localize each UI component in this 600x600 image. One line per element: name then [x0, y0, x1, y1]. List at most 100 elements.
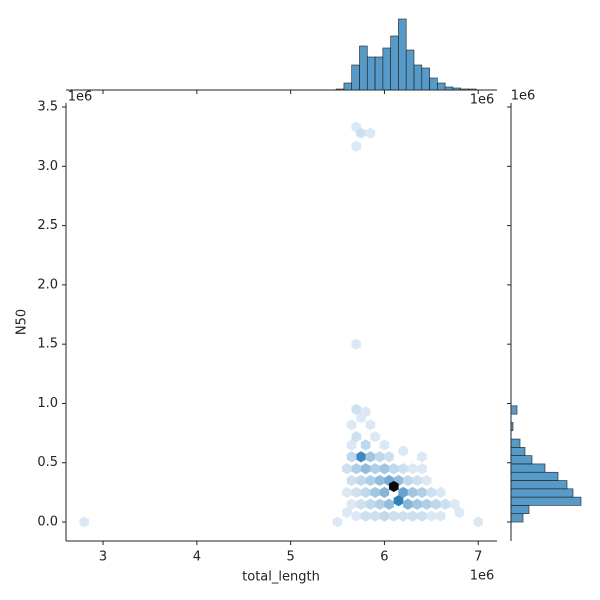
y-hist-bar — [510, 505, 530, 515]
hexbin — [407, 486, 418, 498]
hexbin — [356, 474, 366, 487]
hexbin — [346, 419, 357, 431]
y-offset: 1e6 — [68, 90, 93, 105]
hexbin — [421, 474, 432, 487]
x-hist-bar — [343, 82, 353, 91]
hexbin — [398, 445, 409, 457]
y-hist-bar — [510, 471, 559, 481]
hexbin — [351, 140, 362, 152]
x-hist-bar — [437, 82, 446, 91]
hexbin — [370, 431, 380, 443]
hexbin — [360, 439, 371, 451]
hexbin — [374, 451, 385, 463]
hexbin — [379, 510, 390, 522]
hexbin — [412, 498, 423, 510]
hexbin — [346, 439, 357, 451]
x-hist-bar — [452, 87, 462, 91]
hexbin — [403, 474, 413, 487]
hexbin — [342, 463, 352, 475]
hexbin — [365, 127, 376, 139]
x-axis-label: total_length — [242, 570, 320, 585]
x-tick-label: 3 — [99, 550, 107, 565]
hexbin — [435, 510, 446, 522]
hexbin — [393, 495, 404, 507]
hexbin — [351, 463, 362, 475]
y-hist-bar — [510, 488, 574, 498]
hexbin — [388, 480, 399, 493]
hexbin — [374, 498, 385, 510]
hexbin — [384, 498, 394, 510]
x-tick-label: 4 — [193, 550, 201, 565]
hexbin — [356, 451, 366, 463]
x-hist-bar — [405, 49, 415, 91]
hexbin — [360, 510, 371, 522]
y-hist-bar — [510, 463, 546, 473]
y-axis-label: N50 — [15, 309, 30, 335]
y-tick-label: 1.5 — [37, 337, 58, 352]
hexbin — [379, 463, 390, 475]
y-tick-label: 0.0 — [37, 515, 58, 530]
hexbin — [332, 516, 343, 528]
y-hist-bar — [510, 496, 582, 506]
y-hist-bar — [510, 447, 526, 456]
x-hist-bar — [359, 45, 368, 91]
hexbin — [426, 510, 437, 522]
hexbin — [398, 510, 409, 522]
hexbin — [79, 516, 90, 528]
hexbin — [417, 451, 427, 463]
x-hist-bar — [429, 77, 438, 91]
hexbin — [342, 486, 352, 498]
hexbin — [426, 486, 437, 498]
x-hist-bar — [413, 64, 423, 91]
y-tick-label: 0.5 — [37, 455, 58, 470]
hexbin — [360, 406, 371, 418]
top-offset: 1e6 — [470, 93, 495, 108]
hexbin — [360, 486, 371, 498]
x-hist-bar — [468, 88, 477, 91]
x-hist-bar — [374, 56, 384, 91]
hexbin — [407, 463, 418, 475]
y-hist-bar — [510, 405, 518, 415]
y-tick-label: 3.5 — [37, 100, 58, 115]
hexbin — [356, 498, 366, 510]
hexbin — [435, 486, 446, 498]
x-hist-bar — [390, 35, 399, 91]
hexbin — [346, 474, 357, 487]
hexbin — [412, 474, 423, 487]
hexbin — [417, 486, 427, 498]
x-tick-label: 6 — [380, 550, 388, 565]
hexbin — [388, 463, 399, 475]
x-hist-bar — [335, 88, 345, 91]
hexbin — [365, 474, 376, 487]
y-tick-label: 3.0 — [37, 159, 58, 174]
x-hist-bar — [366, 56, 376, 91]
x-hist-bar — [460, 88, 469, 91]
hexbin — [384, 451, 394, 463]
hexbin — [403, 498, 413, 510]
x-tick-label: 5 — [287, 550, 295, 565]
hexbin — [417, 510, 427, 522]
hexbin — [398, 463, 409, 475]
hexbin — [440, 498, 451, 510]
hexbin — [346, 451, 357, 463]
x-tick-label: 7 — [474, 550, 482, 565]
hexbin — [431, 498, 441, 510]
hexbin — [365, 419, 376, 431]
x-hist-bar — [444, 86, 454, 91]
hexbin — [454, 506, 465, 519]
y-tick-label: 2.5 — [37, 218, 58, 233]
hexbin — [351, 431, 362, 443]
hexbin — [374, 474, 385, 487]
hexbin — [370, 463, 380, 475]
hexbin — [351, 403, 362, 415]
hexbin — [360, 463, 371, 475]
x-hist-bar — [351, 64, 360, 91]
x-hist-bar — [382, 47, 391, 91]
y-hist-bar — [510, 438, 521, 448]
hexbin — [473, 516, 484, 528]
hexbin — [351, 486, 362, 498]
hexbin — [370, 510, 380, 522]
y-hist-bar — [510, 513, 524, 523]
hexbin — [407, 510, 418, 522]
